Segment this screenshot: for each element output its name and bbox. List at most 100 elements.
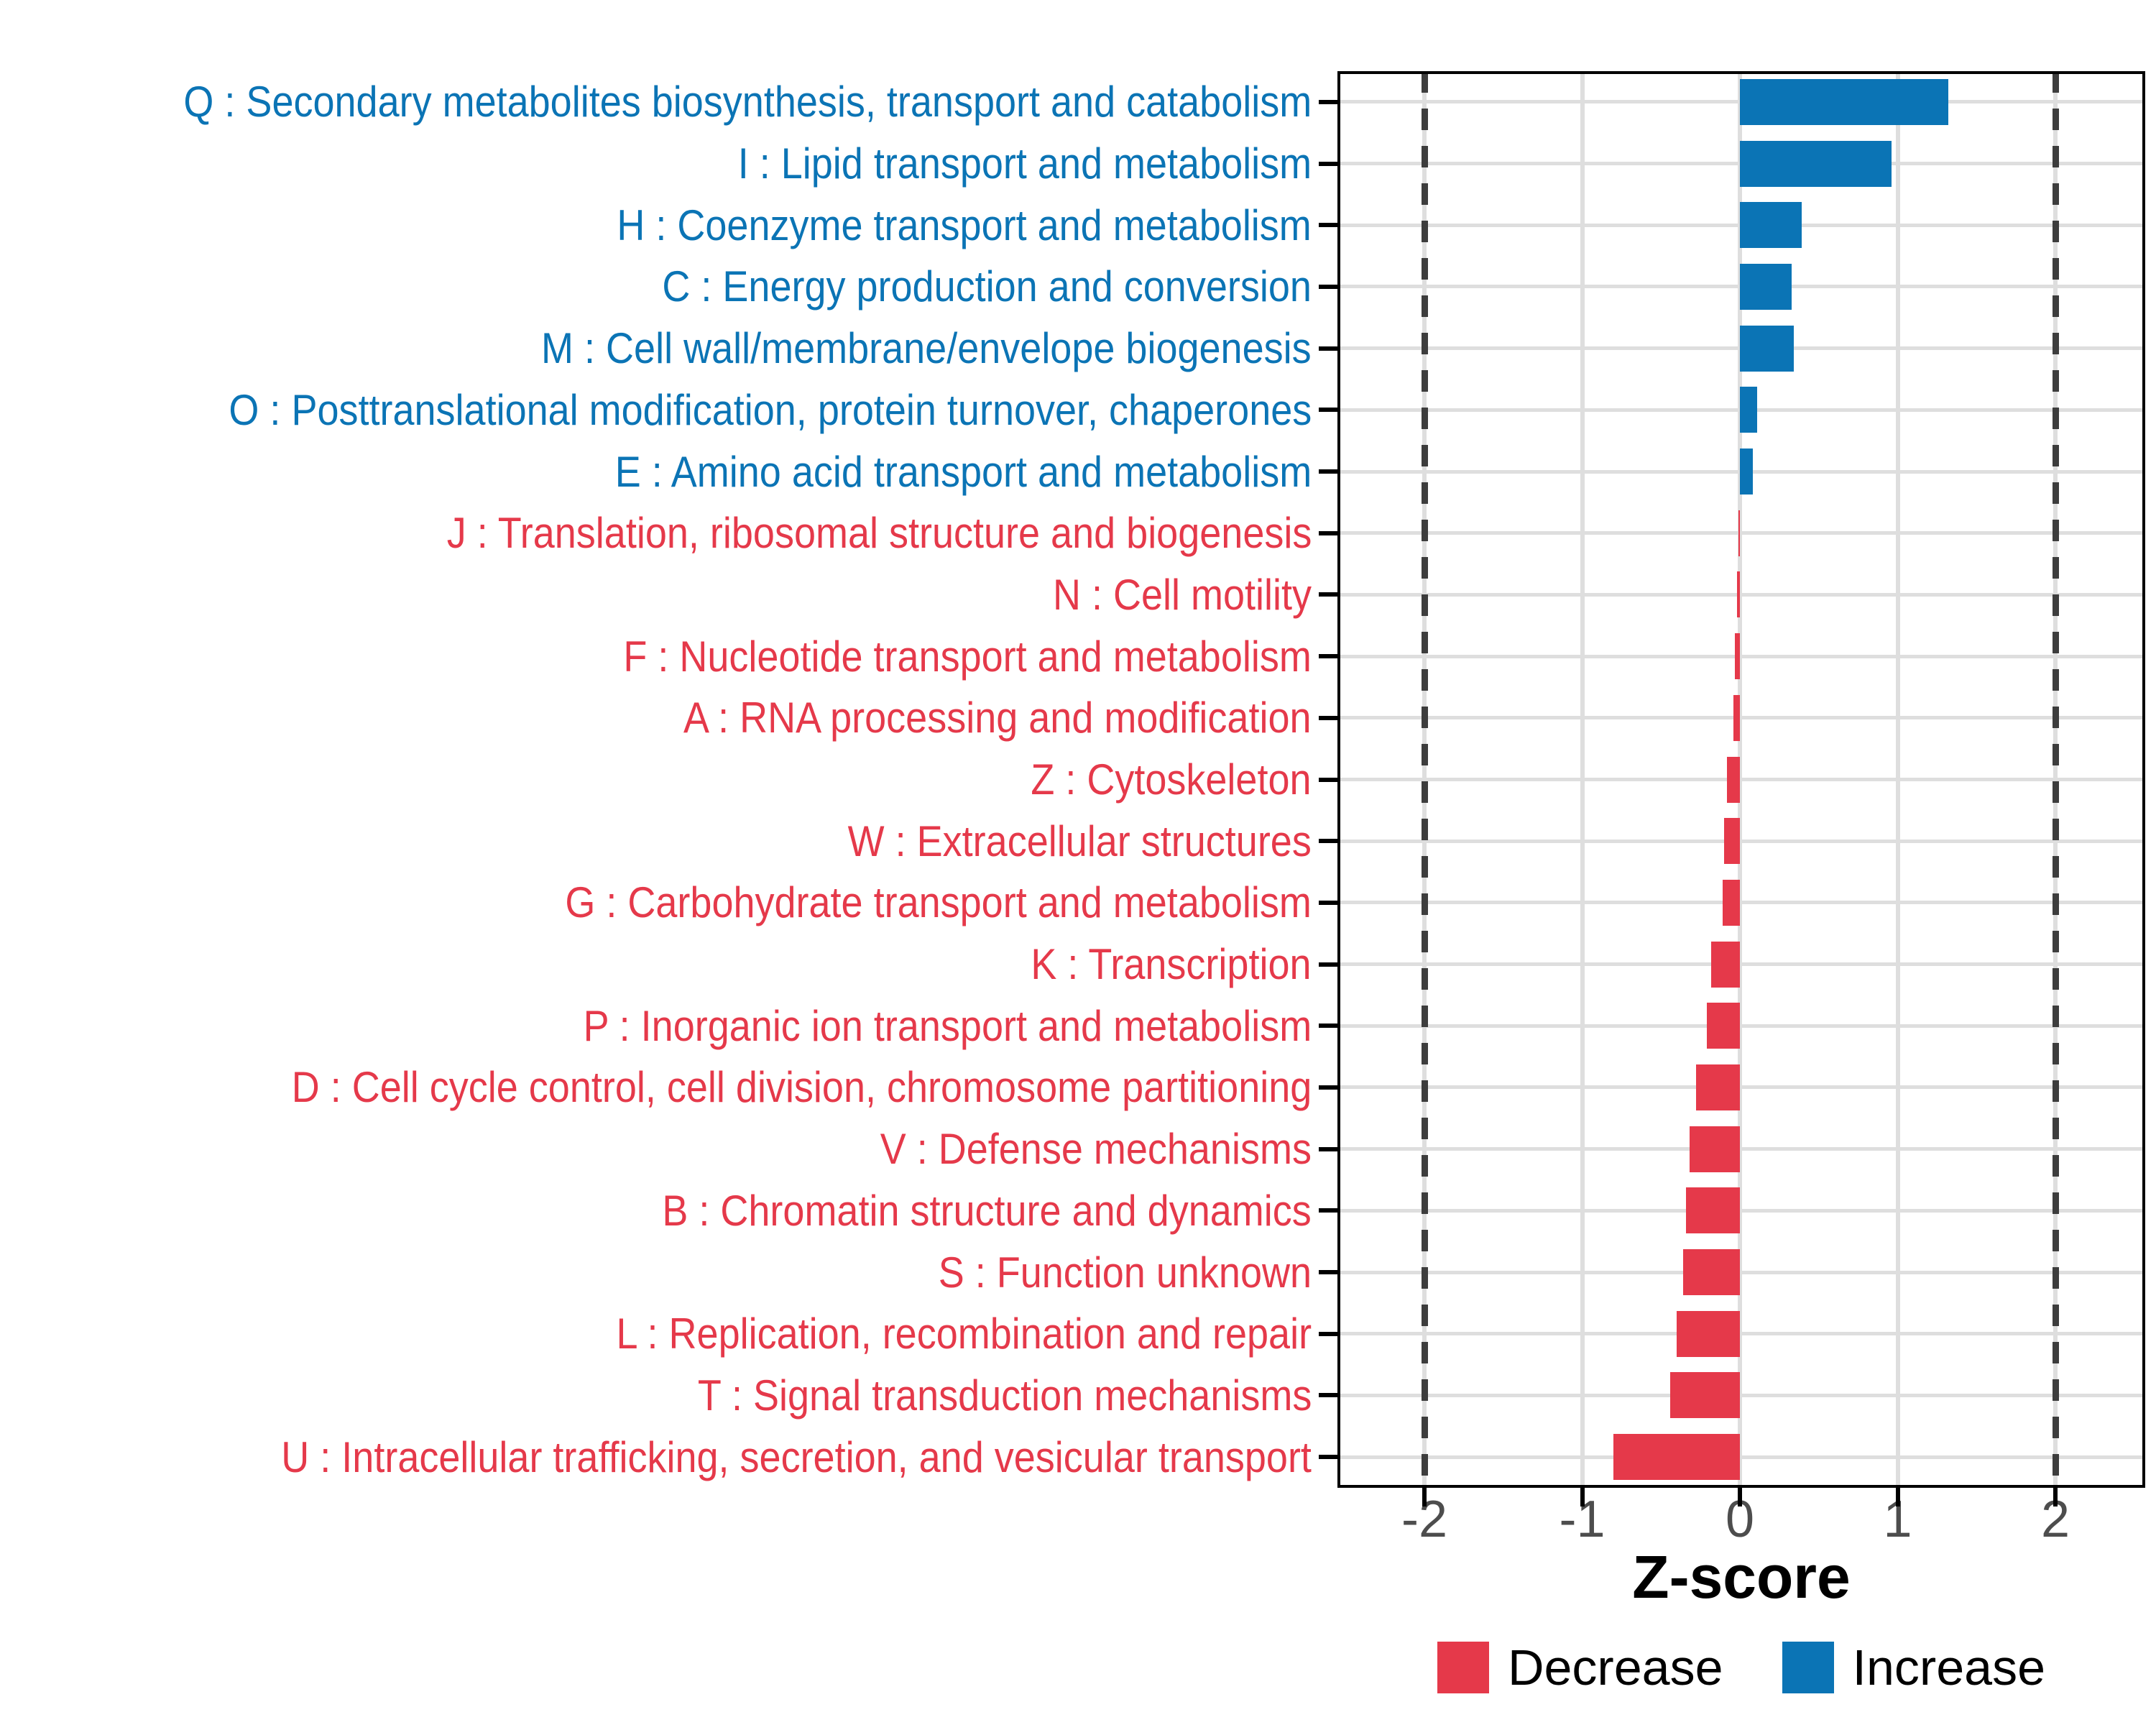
bar (1686, 1187, 1740, 1234)
reference-line (1421, 71, 1428, 1488)
gridline-y (1337, 1393, 2145, 1397)
category-label: L : Replication, recombination and repai… (7, 1303, 1312, 1365)
category-label-text: P : Inorganic ion transport and metaboli… (583, 1001, 1312, 1050)
gridline-y (1337, 901, 2145, 905)
category-label-text: Z : Cytoskeleton (1031, 755, 1312, 804)
y-tick-mark (1319, 284, 1337, 289)
legend-swatch-decrease (1437, 1642, 1489, 1693)
category-label-text: B : Chromatin structure and dynamics (662, 1186, 1312, 1235)
y-tick-mark (1319, 1146, 1337, 1151)
category-label: W : Extracellular structures (7, 810, 1312, 872)
legend-label-increase: Increase (1852, 1639, 2046, 1696)
category-label: M : Cell wall/membrane/envelope biogenes… (7, 318, 1312, 380)
category-label-text: T : Signal transduction mechanisms (697, 1371, 1312, 1420)
bar (1727, 756, 1740, 803)
category-label-text: E : Amino acid transport and metabolism (614, 447, 1312, 496)
y-tick-mark (1319, 839, 1337, 844)
category-label: V : Defense mechanisms (7, 1118, 1312, 1180)
gridline-y (1337, 962, 2145, 967)
y-tick-mark (1319, 408, 1337, 413)
category-label: B : Chromatin structure and dynamics (7, 1180, 1312, 1242)
bar (1740, 325, 1794, 372)
bar (1740, 78, 1948, 125)
x-tick-mark (1422, 1488, 1427, 1506)
x-axis-title: Z-score (1632, 1543, 1851, 1611)
bar (1724, 818, 1740, 865)
bar (1695, 1064, 1740, 1110)
reference-line (2052, 71, 2059, 1488)
category-label-text: A : RNA processing and modification (683, 694, 1312, 742)
bar (1740, 263, 1792, 310)
category-label: A : RNA processing and modification (7, 687, 1312, 749)
category-label-text: S : Function unknown (938, 1248, 1312, 1297)
category-label: F : Nucleotide transport and metabolism (7, 625, 1312, 687)
bar (1740, 140, 1892, 187)
bar (1735, 633, 1740, 680)
category-label: O : Posttranslational modification, prot… (7, 379, 1312, 441)
category-label-text: U : Intracellular trafficking, secretion… (281, 1432, 1312, 1481)
bar (1722, 879, 1740, 926)
bar (1740, 448, 1753, 495)
bar (1736, 571, 1740, 618)
gridline-y (1337, 1085, 2145, 1090)
y-tick-mark (1319, 900, 1337, 905)
bar (1613, 1434, 1740, 1481)
gridline-y (1337, 1332, 2145, 1336)
legend-swatch-increase (1782, 1642, 1834, 1693)
x-tick-mark (1738, 1488, 1742, 1506)
category-label: H : Coenzyme transport and metabolism (7, 194, 1312, 256)
x-tick-mark (1580, 1488, 1585, 1506)
gridline-y (1337, 654, 2145, 658)
category-label-text: I : Lipid transport and metabolism (737, 139, 1312, 188)
category-label-text: G : Carbohydrate transport and metabolis… (565, 878, 1312, 927)
bar (1740, 387, 1758, 433)
category-label-text: O : Posttranslational modification, prot… (229, 385, 1312, 434)
y-tick-mark (1319, 1208, 1337, 1213)
category-label: T : Signal transduction mechanisms (7, 1365, 1312, 1427)
y-tick-mark (1319, 654, 1337, 659)
x-tick-mark (1895, 1488, 1900, 1506)
category-label-text: H : Coenzyme transport and metabolism (617, 201, 1312, 249)
bar (1733, 694, 1740, 741)
category-label: S : Function unknown (7, 1241, 1312, 1303)
y-tick-mark (1319, 962, 1337, 967)
x-tick-mark (2053, 1488, 2058, 1506)
bar (1711, 941, 1740, 988)
y-tick-mark (1319, 777, 1337, 782)
category-label: N : Cell motility (7, 564, 1312, 626)
y-tick-mark (1319, 1393, 1337, 1398)
category-label: J : Translation, ribosomal structure and… (7, 502, 1312, 564)
gridline-y (1337, 1208, 2145, 1213)
category-label-text: C : Energy production and conversion (662, 262, 1312, 311)
y-tick-mark (1319, 715, 1337, 720)
category-label-text: V : Defense mechanisms (880, 1125, 1312, 1174)
bar (1740, 202, 1802, 249)
legend: Decrease Increase (1337, 1642, 2145, 1693)
y-tick-mark (1319, 530, 1337, 535)
y-tick-mark (1319, 1270, 1337, 1275)
category-label: Z : Cytoskeleton (7, 749, 1312, 811)
bar (1682, 1249, 1740, 1296)
gridline-y (1337, 839, 2145, 843)
category-label: I : Lipid transport and metabolism (7, 133, 1312, 195)
gridline-y (1337, 1270, 2145, 1274)
category-label-text: K : Transcription (1031, 940, 1312, 989)
category-label: D : Cell cycle control, cell division, c… (7, 1057, 1312, 1118)
category-label: C : Energy production and conversion (7, 256, 1312, 318)
y-tick-mark (1319, 99, 1337, 104)
gridline-y (1337, 1455, 2145, 1459)
y-tick-mark (1319, 1024, 1337, 1029)
legend-label-decrease: Decrease (1507, 1639, 1723, 1696)
y-tick-mark (1319, 1331, 1337, 1336)
category-label-text: J : Translation, ribosomal structure and… (446, 509, 1312, 558)
gridline-y (1337, 716, 2145, 720)
y-tick-mark (1319, 592, 1337, 597)
y-tick-mark (1319, 469, 1337, 474)
y-tick-mark (1319, 346, 1337, 351)
category-label-text: Q : Secondary metabolites biosynthesis, … (183, 78, 1312, 126)
category-label: E : Amino acid transport and metabolism (7, 441, 1312, 502)
gridline-y (1337, 592, 2145, 597)
category-label: U : Intracellular trafficking, secretion… (7, 1426, 1312, 1488)
bar (1738, 510, 1740, 556)
